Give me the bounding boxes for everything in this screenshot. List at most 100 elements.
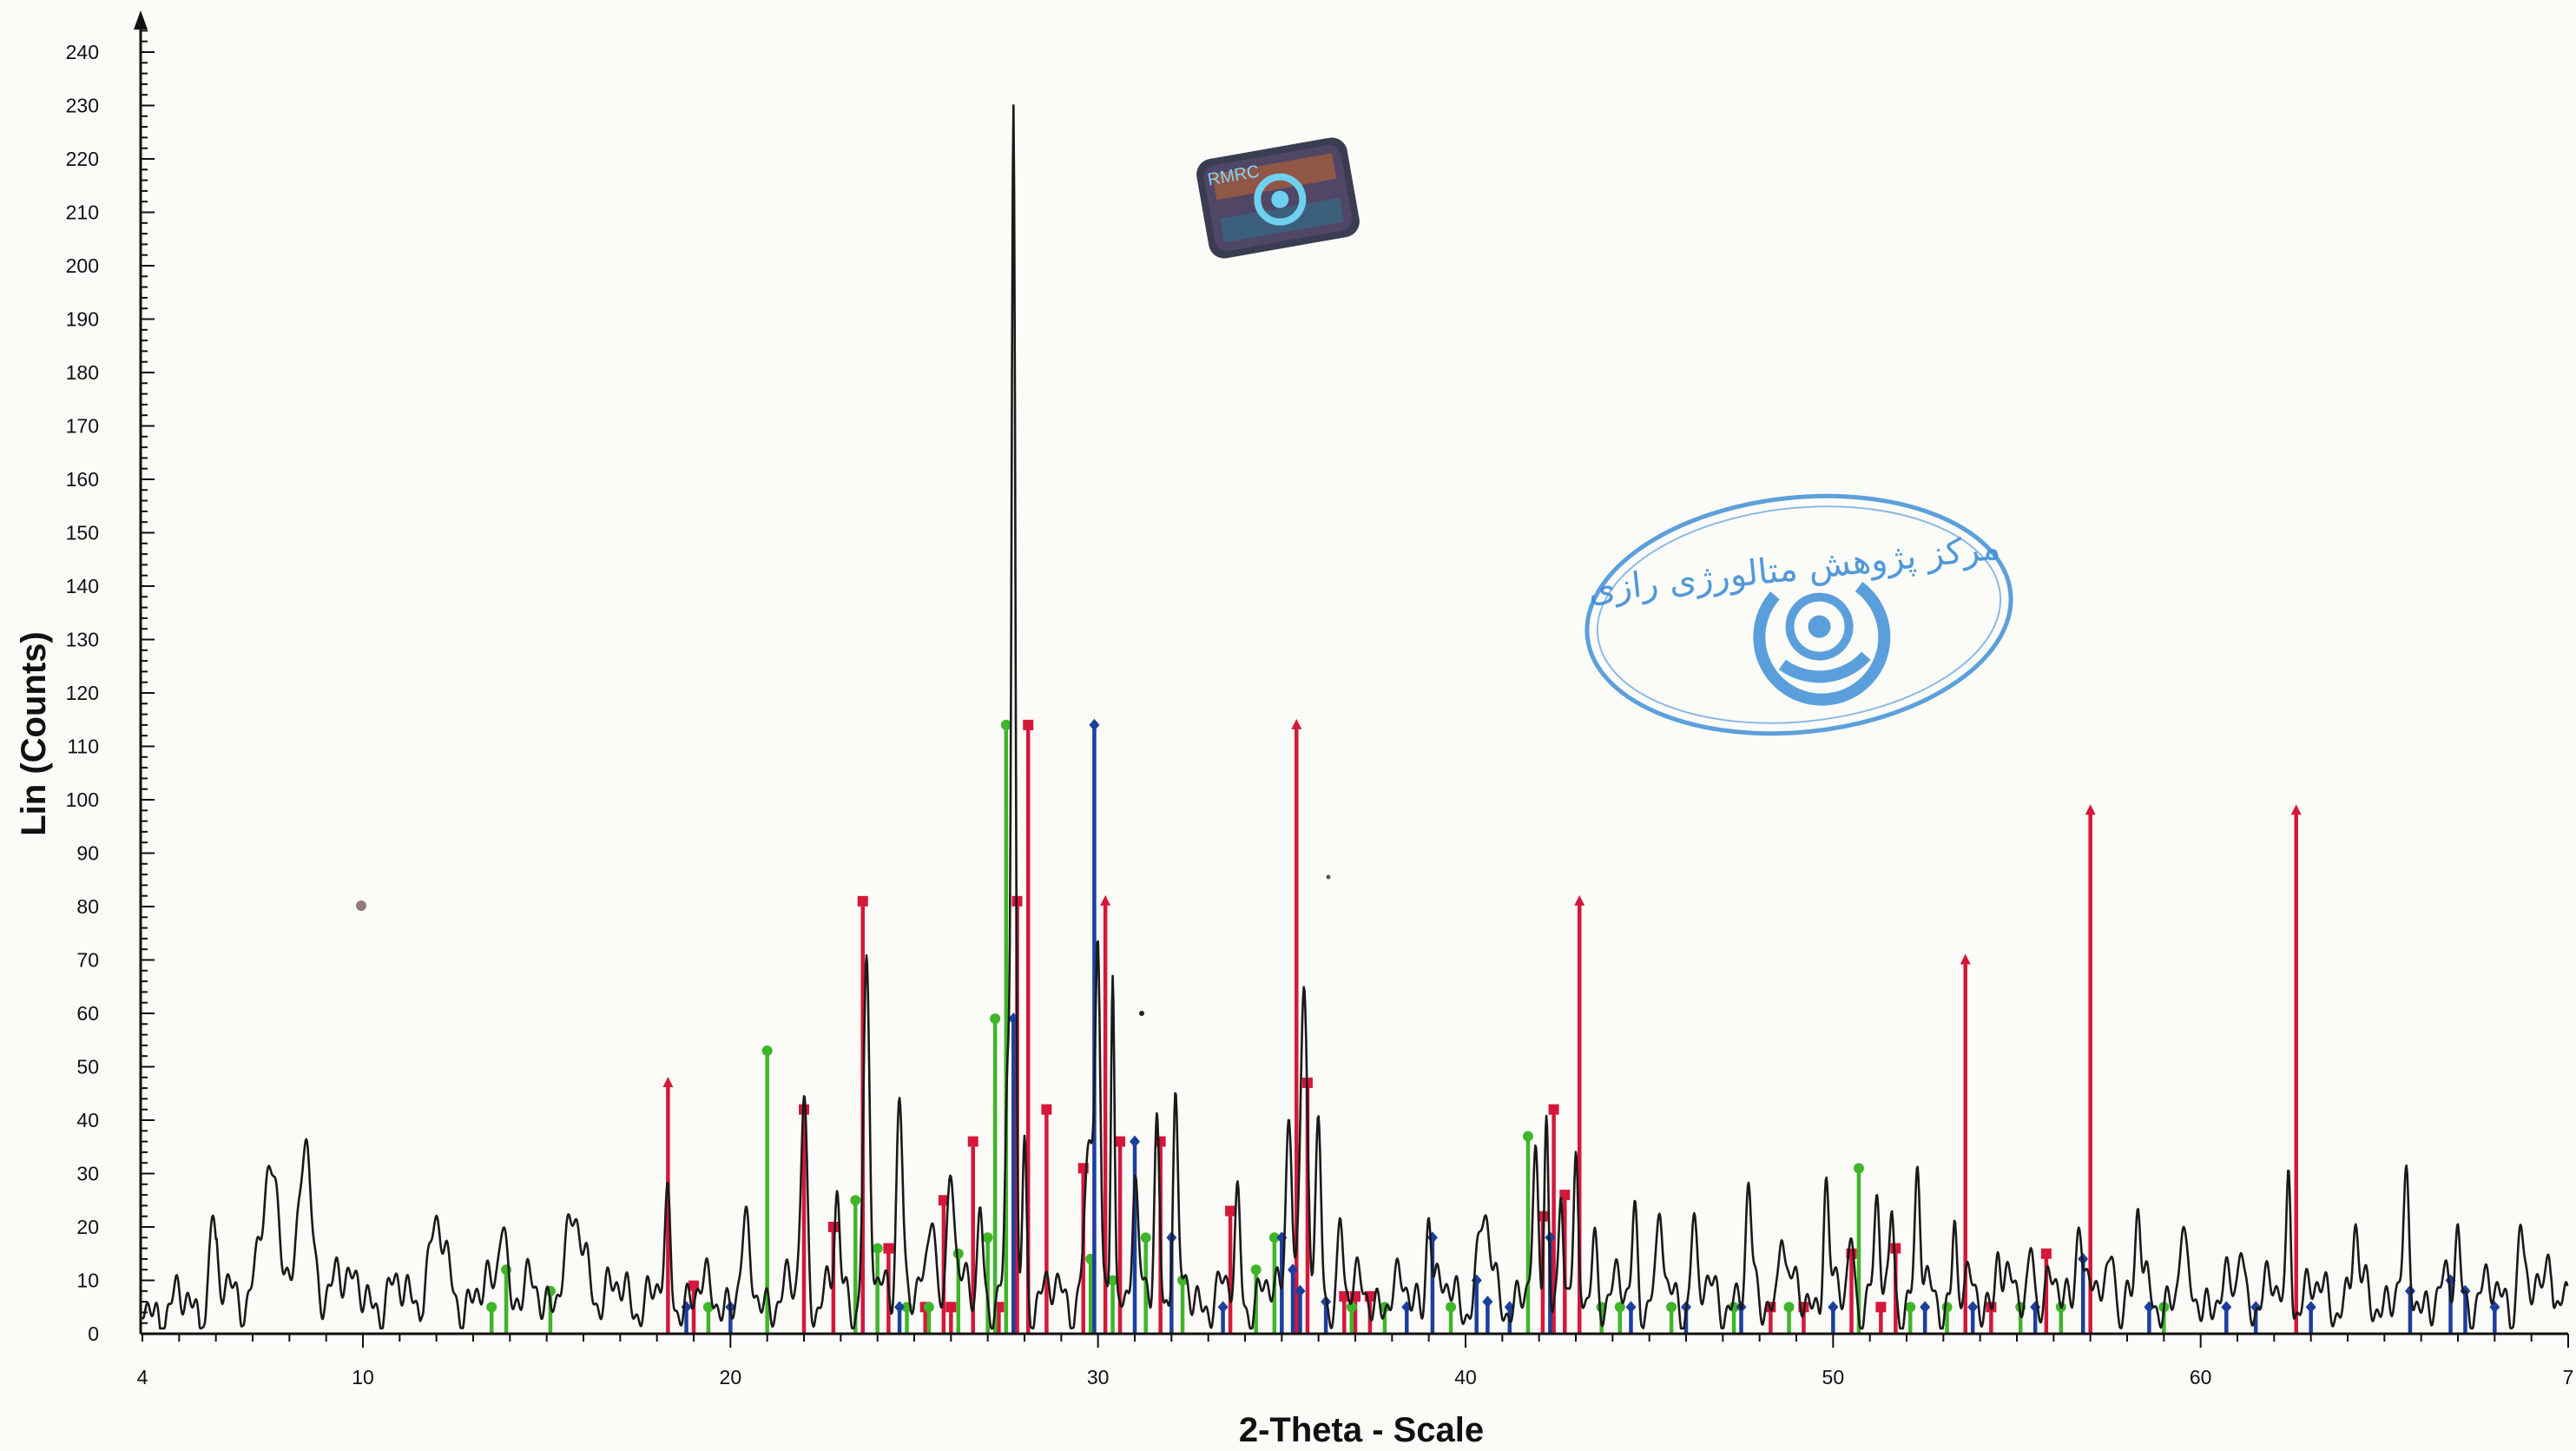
stick-marker [990, 1013, 1001, 1025]
stick-marker [1115, 1136, 1126, 1147]
stick-marker [857, 895, 868, 907]
stick-marker [2221, 1301, 2232, 1314]
y-axis-arrow-icon [134, 10, 148, 30]
stick-marker [1482, 1296, 1493, 1309]
stick-marker [1522, 1131, 1533, 1142]
stick-marker [1614, 1302, 1625, 1313]
lab-stamp: مرکز پژوهش متالورژی رازی [1584, 493, 2013, 736]
stick-marker [1155, 1136, 1166, 1147]
stick-marker [1250, 1264, 1262, 1276]
x-tick-label: 4 [137, 1366, 148, 1388]
y-tick-label: 160 [66, 468, 99, 491]
stick-marker [1000, 719, 1011, 730]
stick-marker [1967, 1301, 1979, 1314]
stick-marker [1853, 1163, 1864, 1174]
x-tick-label: 30 [1087, 1366, 1110, 1388]
y-tick-label: 190 [66, 308, 99, 331]
x-tick-label: 50 [1822, 1366, 1845, 1388]
stick-marker [1295, 1284, 1306, 1297]
stick-marker [1828, 1301, 1839, 1314]
y-tick-label: 210 [66, 201, 99, 224]
stick-marker [1625, 1301, 1637, 1314]
stick-marker [2040, 1248, 2052, 1259]
x-axis-title: 2-Theta - Scale [1239, 1411, 1484, 1449]
y-tick-label: 110 [67, 735, 99, 758]
speck [1139, 1011, 1144, 1016]
speck [356, 900, 366, 911]
stick-marker [1574, 894, 1585, 906]
y-tick-label: 220 [66, 148, 99, 170]
speck [1326, 874, 1331, 880]
y-tick-label: 60 [76, 1002, 99, 1025]
stick-marker [761, 1045, 773, 1057]
stick-marker [1875, 1302, 1887, 1313]
stick-marker [2305, 1301, 2316, 1314]
y-tick-label: 0 [88, 1322, 99, 1345]
y-tick-label: 230 [66, 95, 99, 117]
x-tick-label: 10 [352, 1366, 374, 1388]
phase-series-3 [681, 718, 2500, 1334]
y-tick-label: 90 [76, 842, 99, 865]
y-tick-label: 140 [66, 575, 99, 597]
stick-marker [872, 1243, 883, 1254]
stick-marker [1288, 1263, 1299, 1276]
stick-marker [1100, 894, 1111, 906]
stick-marker [1291, 718, 1302, 729]
stamp-text: مرکز پژوهش متالورژی رازی [1586, 527, 2002, 610]
y-tick-label: 50 [76, 1056, 99, 1078]
stick-marker [1905, 1302, 1916, 1313]
stick-marker [1107, 1275, 1118, 1286]
hologram-sticker: RMRC [1196, 137, 1360, 259]
stick-marker [1960, 953, 1971, 965]
stick-marker [2250, 1301, 2262, 1314]
hologram-logo-icon [1254, 173, 1307, 226]
stick-marker [1783, 1302, 1795, 1313]
stick-marker [1537, 1210, 1548, 1222]
stick-marker [923, 1302, 934, 1313]
stick-marker [894, 1301, 906, 1314]
y-tick-label: 80 [76, 895, 99, 918]
tick-labels: 0 10 20 30 40 50 60 70 80 90 100 110 120 130 140 150 160… [66, 30, 2574, 1388]
stick-marker [1177, 1275, 1189, 1286]
stick-marker [702, 1302, 714, 1313]
stick-marker [1548, 1104, 1559, 1115]
y-tick-label: 240 [66, 41, 99, 63]
stick-marker [1140, 1232, 1151, 1243]
y-tick-label: 10 [76, 1270, 99, 1292]
stick-marker [827, 1222, 839, 1232]
stick-marker [688, 1280, 699, 1291]
stick-marker [1225, 1205, 1236, 1217]
phase-sticks [486, 718, 2500, 1334]
y-tick-label: 180 [66, 361, 99, 384]
y-tick-label: 20 [76, 1216, 99, 1238]
stick-marker [1920, 1301, 1931, 1314]
x-tick-label: 7 [2563, 1366, 2574, 1388]
stick-marker [2290, 804, 2302, 815]
stick-marker [1023, 719, 1034, 730]
stick-marker [1041, 1104, 1052, 1115]
y-axis-title: Lin (Counts) [15, 631, 53, 836]
stamp-logo-icon [1753, 581, 1891, 706]
x-tick-label: 40 [1454, 1366, 1477, 1388]
y-tick-label: 70 [76, 949, 99, 972]
stick-marker [982, 1232, 993, 1243]
stick-marker [1346, 1302, 1357, 1313]
y-tick-label: 130 [66, 629, 99, 651]
stick-marker [938, 1195, 949, 1206]
x-tick-label: 60 [2190, 1366, 2212, 1388]
phase-series-1 [662, 718, 2302, 1334]
stick-marker [1890, 1243, 1901, 1254]
stick-marker [486, 1302, 497, 1313]
stick-marker [967, 1136, 978, 1147]
stick-marker [1130, 1135, 1140, 1148]
y-tick-label: 30 [76, 1163, 99, 1185]
y-tick-label: 200 [66, 254, 99, 277]
stick-marker [945, 1302, 957, 1313]
x-tick-label: 20 [720, 1366, 742, 1388]
stick-marker [1446, 1302, 1457, 1313]
stick-marker [1941, 1302, 1953, 1313]
y-tick-label: 150 [66, 522, 99, 544]
stick-marker [883, 1243, 894, 1254]
y-tick-label: 120 [66, 682, 99, 704]
